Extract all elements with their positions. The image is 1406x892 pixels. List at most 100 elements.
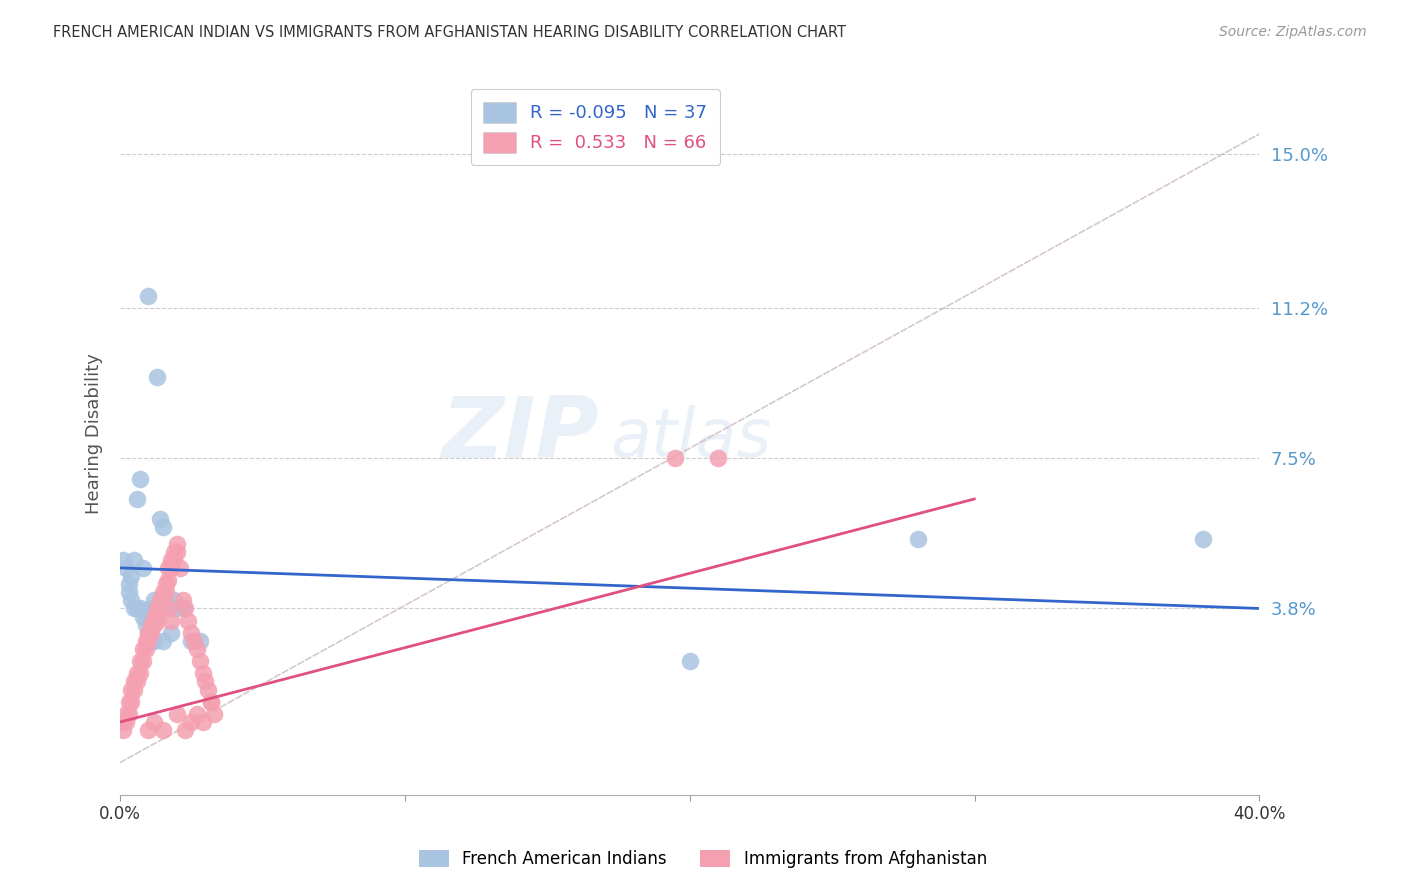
- Point: [1191, 533, 1213, 547]
- Point: [135, 617, 157, 632]
- Point: [180, 634, 202, 648]
- Point: [120, 695, 142, 709]
- Point: [120, 593, 142, 607]
- Point: [143, 617, 166, 632]
- Point: [132, 561, 155, 575]
- Point: [160, 614, 183, 628]
- Y-axis label: Hearing Disability: Hearing Disability: [86, 353, 103, 515]
- Point: [111, 553, 134, 567]
- Point: [160, 625, 183, 640]
- Point: [174, 601, 197, 615]
- Point: [152, 593, 174, 607]
- Point: [177, 614, 200, 628]
- Point: [166, 536, 188, 550]
- Point: [157, 573, 180, 587]
- Point: [122, 553, 145, 567]
- Point: [197, 682, 219, 697]
- Text: Source: ZipAtlas.com: Source: ZipAtlas.com: [1219, 25, 1367, 39]
- Point: [138, 625, 160, 640]
- Point: [120, 682, 142, 697]
- Point: [180, 625, 202, 640]
- Point: [155, 577, 177, 591]
- Point: [138, 289, 160, 303]
- Point: [125, 601, 148, 615]
- Point: [707, 451, 730, 466]
- Point: [143, 634, 166, 648]
- Point: [163, 593, 186, 607]
- Point: [166, 706, 188, 721]
- Point: [114, 714, 136, 729]
- Point: [135, 609, 157, 624]
- Point: [157, 561, 180, 575]
- Point: [138, 634, 160, 648]
- Point: [166, 601, 188, 615]
- Point: [146, 614, 169, 628]
- Point: [132, 609, 155, 624]
- Point: [117, 695, 139, 709]
- Point: [129, 601, 152, 615]
- Point: [172, 601, 194, 615]
- Point: [194, 674, 217, 689]
- Point: [132, 654, 155, 668]
- Point: [146, 370, 169, 384]
- Point: [117, 577, 139, 591]
- Point: [146, 601, 169, 615]
- Point: [135, 634, 157, 648]
- Point: [186, 642, 208, 657]
- Point: [117, 585, 139, 599]
- Point: [152, 520, 174, 534]
- Point: [169, 561, 191, 575]
- Point: [129, 666, 152, 681]
- Point: [174, 723, 197, 738]
- Point: [149, 593, 172, 607]
- Point: [129, 654, 152, 668]
- Point: [191, 666, 214, 681]
- Text: atlas: atlas: [610, 405, 770, 471]
- Point: [122, 601, 145, 615]
- Point: [155, 593, 177, 607]
- Point: [135, 642, 157, 657]
- Point: [166, 544, 188, 558]
- Point: [183, 634, 205, 648]
- Point: [664, 451, 686, 466]
- Point: [155, 585, 177, 599]
- Point: [141, 601, 163, 615]
- Point: [152, 634, 174, 648]
- Text: ZIP: ZIP: [441, 392, 599, 475]
- Point: [138, 625, 160, 640]
- Point: [191, 714, 214, 729]
- Point: [132, 642, 155, 657]
- Point: [143, 593, 166, 607]
- Point: [122, 674, 145, 689]
- Point: [111, 714, 134, 729]
- Point: [152, 723, 174, 738]
- Point: [152, 585, 174, 599]
- Point: [163, 553, 186, 567]
- Point: [117, 706, 139, 721]
- Point: [111, 723, 134, 738]
- Point: [172, 593, 194, 607]
- Point: [122, 682, 145, 697]
- Point: [125, 666, 148, 681]
- Point: [186, 706, 208, 721]
- Point: [120, 569, 142, 583]
- Point: [157, 601, 180, 615]
- Point: [149, 601, 172, 615]
- Point: [200, 695, 222, 709]
- Point: [679, 654, 702, 668]
- Point: [160, 553, 183, 567]
- Point: [149, 512, 172, 526]
- Legend: French American Indians, Immigrants from Afghanistan: French American Indians, Immigrants from…: [412, 843, 994, 875]
- Point: [125, 674, 148, 689]
- Point: [141, 617, 163, 632]
- Point: [114, 561, 136, 575]
- Point: [188, 654, 211, 668]
- Point: [143, 714, 166, 729]
- Point: [202, 706, 225, 721]
- Point: [157, 601, 180, 615]
- Point: [138, 723, 160, 738]
- Text: FRENCH AMERICAN INDIAN VS IMMIGRANTS FROM AFGHANISTAN HEARING DISABILITY CORRELA: FRENCH AMERICAN INDIAN VS IMMIGRANTS FRO…: [53, 25, 846, 40]
- Point: [141, 634, 163, 648]
- Point: [188, 634, 211, 648]
- Point: [180, 714, 202, 729]
